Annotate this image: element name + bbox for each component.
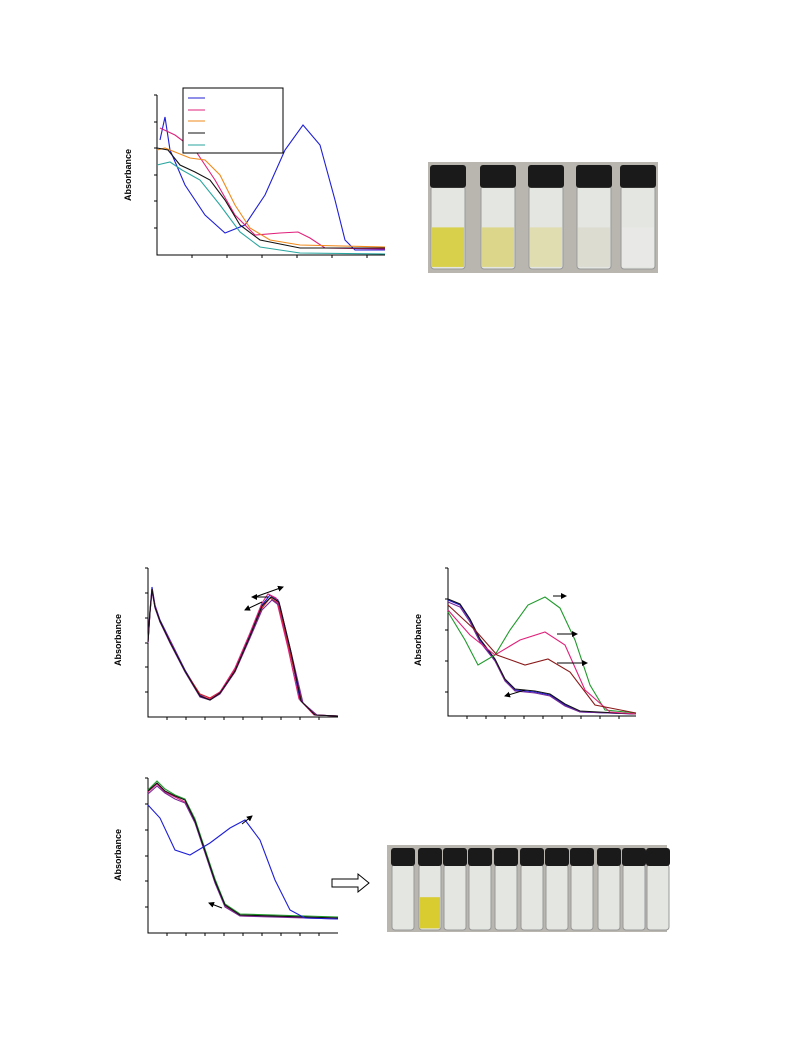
vial-cap: [443, 848, 467, 867]
curve: [147, 588, 339, 717]
figure-3: Absorbance: [413, 567, 637, 719]
vial: [622, 863, 646, 931]
vial-cap: [430, 165, 466, 188]
vial-liquid: [530, 227, 562, 267]
vial-cap: [480, 165, 516, 188]
vial: [646, 863, 670, 931]
y-label: Absorbance: [413, 614, 423, 666]
curve: [156, 161, 386, 255]
curve: [147, 782, 339, 919]
vial-liquid: [578, 227, 610, 267]
y-label: Absorbance: [123, 149, 133, 201]
vial: [597, 863, 621, 931]
block-arrow: [331, 872, 370, 894]
vial-cap: [520, 848, 544, 867]
vial: [570, 863, 594, 931]
vial-liquid: [622, 227, 654, 267]
y-label: Absorbance: [113, 614, 123, 666]
vial: [391, 863, 415, 931]
vial-cap: [391, 848, 415, 867]
vial-cap: [620, 165, 656, 188]
axis-ticks: [154, 94, 368, 258]
vial-liquid: [420, 897, 440, 929]
vial: [545, 863, 569, 931]
curve: [447, 596, 637, 714]
axes: [447, 568, 636, 717]
vial-cap: [494, 848, 518, 867]
vial-liquid: [482, 227, 514, 267]
curve: [447, 598, 637, 715]
vial-cap: [576, 165, 612, 188]
curve: [447, 604, 637, 714]
legend: [182, 87, 284, 154]
vial-cap: [597, 848, 621, 867]
curve: [147, 785, 339, 920]
curve: [147, 780, 339, 918]
axis-ticks: [145, 567, 320, 720]
curve: [159, 116, 385, 251]
arrow: [241, 815, 253, 825]
y-label: Absorbance: [113, 829, 123, 881]
photo-vials-2: [387, 845, 670, 932]
figure-4: Absorbance: [113, 777, 339, 936]
vial: [443, 863, 467, 931]
curve: [156, 147, 386, 248]
curve: [447, 599, 637, 715]
axis-ticks: [445, 567, 620, 719]
arrow: [244, 601, 263, 611]
vial-cap: [418, 848, 442, 867]
arrow: [504, 689, 526, 698]
vial-cap: [468, 848, 492, 867]
figure-2: Absorbance: [113, 567, 339, 720]
vial-cap: [570, 848, 594, 867]
photo-vials: [428, 162, 658, 273]
axis-ticks: [145, 777, 320, 936]
axes: [147, 568, 338, 718]
vial: [468, 863, 492, 931]
vial-cap: [545, 848, 569, 867]
arrow: [208, 901, 223, 909]
vial-cap: [622, 848, 646, 867]
axes: [147, 778, 338, 934]
figure-1: Absorbance: [123, 87, 386, 258]
curve: [447, 601, 637, 715]
vial: [520, 863, 544, 931]
vial-cap: [528, 165, 564, 188]
vial-cap: [646, 848, 670, 867]
vial-liquid: [432, 227, 464, 267]
curve: [156, 147, 385, 249]
vial: [494, 863, 518, 931]
curve: [447, 609, 637, 715]
curve: [147, 804, 339, 920]
arrow: [254, 585, 284, 598]
